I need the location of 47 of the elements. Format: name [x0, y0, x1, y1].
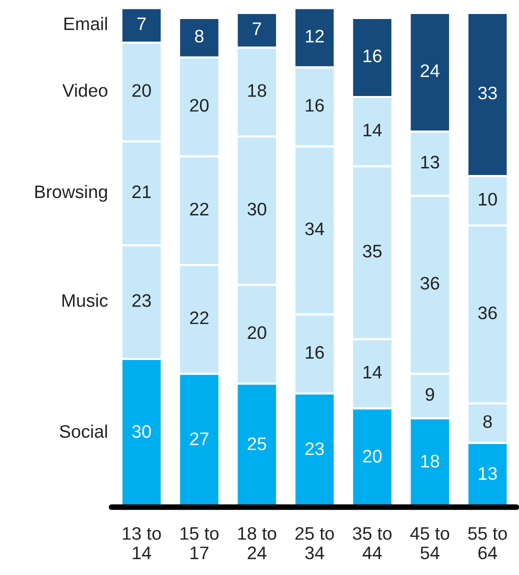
- data-label: 20: [363, 450, 382, 463]
- data-label: 23: [305, 442, 324, 456]
- series-label: Browsing: [35, 184, 107, 202]
- data-label: 13: [421, 156, 440, 169]
- data-label: 20: [190, 98, 209, 112]
- x-tick-label: 13 to 14: [122, 527, 161, 560]
- data-label: 8: [195, 30, 204, 43]
- series-label: Email: [64, 16, 107, 30]
- data-label: 7: [252, 22, 262, 35]
- x-tick-label: 55 to 64: [468, 527, 507, 560]
- data-label: 18: [421, 454, 440, 468]
- x-tick-label: 18 to 24: [238, 527, 276, 560]
- data-label: 9: [426, 388, 434, 401]
- data-label: 13: [478, 467, 497, 480]
- data-label: 30: [248, 202, 266, 216]
- data-label: 22: [190, 311, 208, 324]
- data-label: 18: [248, 84, 266, 97]
- data-label: 16: [306, 346, 324, 359]
- data-label: 35: [362, 244, 382, 258]
- series-label: Video: [62, 84, 108, 97]
- data-label: 12: [306, 30, 324, 42]
- data-label: 14: [364, 124, 382, 136]
- x-tick-label: 35 to 44: [352, 527, 392, 560]
- x-tick-label: 45 to 54: [410, 527, 450, 560]
- data-label: 10: [478, 192, 497, 206]
- series-label: Social: [60, 424, 107, 438]
- series-label: Music: [62, 294, 108, 307]
- data-label: 33: [478, 86, 497, 100]
- data-label: 21: [132, 185, 151, 198]
- data-label: 8: [483, 415, 492, 428]
- data-label: 16: [364, 50, 382, 62]
- data-label: 25: [248, 437, 266, 450]
- data-label: 22: [190, 202, 208, 216]
- x-tick-label: 25 to 34: [295, 527, 334, 560]
- data-label: 20: [132, 84, 151, 97]
- data-label: 24: [420, 64, 440, 77]
- data-label: 36: [478, 306, 497, 320]
- data-label: 30: [132, 425, 151, 438]
- data-label: 14: [364, 366, 382, 378]
- data-label: 16: [306, 98, 324, 112]
- data-label: 36: [420, 276, 440, 290]
- data-label: 7: [137, 18, 146, 30]
- data-label: 23: [132, 294, 151, 307]
- data-label: 27: [190, 432, 208, 446]
- x-tick-label: 15 to 17: [180, 527, 219, 560]
- data-label: 20: [248, 326, 266, 340]
- data-label: 34: [305, 222, 324, 236]
